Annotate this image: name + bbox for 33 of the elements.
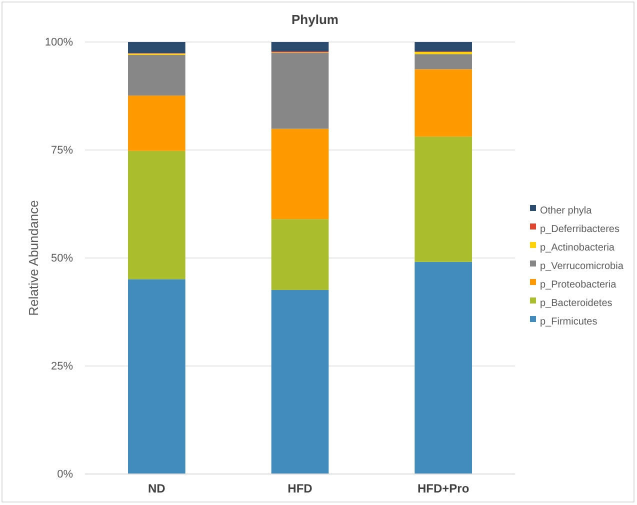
y-tick-label: 100%	[44, 36, 74, 49]
bar	[414, 42, 472, 52]
bar	[414, 262, 472, 474]
legend-label: p_Deferribacteres	[540, 224, 620, 236]
y-axis-title: Relative Abundance	[26, 200, 41, 316]
bar	[128, 279, 186, 474]
legend-label: Other phyla	[540, 206, 592, 217]
legend-label: p_Verrucomicrobia	[540, 261, 624, 272]
x-tick-label: HFD+Pro	[417, 482, 470, 496]
x-tick-label: ND	[148, 482, 166, 496]
y-tick-label: 75%	[50, 144, 74, 157]
x-tick-label: HFD	[288, 482, 313, 496]
bar	[271, 52, 329, 129]
bar	[414, 52, 472, 54]
y-tick-label: 25%	[50, 360, 74, 373]
legend-label: p_Proteobacteria	[540, 280, 617, 291]
y-tick-label: 0%	[57, 468, 74, 481]
bar	[414, 136, 472, 262]
bar	[414, 69, 472, 137]
bar	[128, 96, 186, 151]
bar	[271, 290, 329, 474]
bar	[128, 42, 186, 54]
bar	[128, 54, 186, 96]
bar	[271, 128, 329, 220]
bar	[414, 54, 472, 70]
legend-label: p_Actinobacteria	[540, 242, 615, 254]
bar	[271, 42, 329, 52]
chart-title: Phylum	[292, 12, 338, 27]
legend-label: p_Firmicutes	[540, 316, 598, 328]
bar	[271, 219, 329, 290]
legend-label: p_Bacteroidetes	[540, 298, 612, 310]
y-tick-label: 50%	[50, 252, 74, 265]
bar	[128, 150, 186, 280]
